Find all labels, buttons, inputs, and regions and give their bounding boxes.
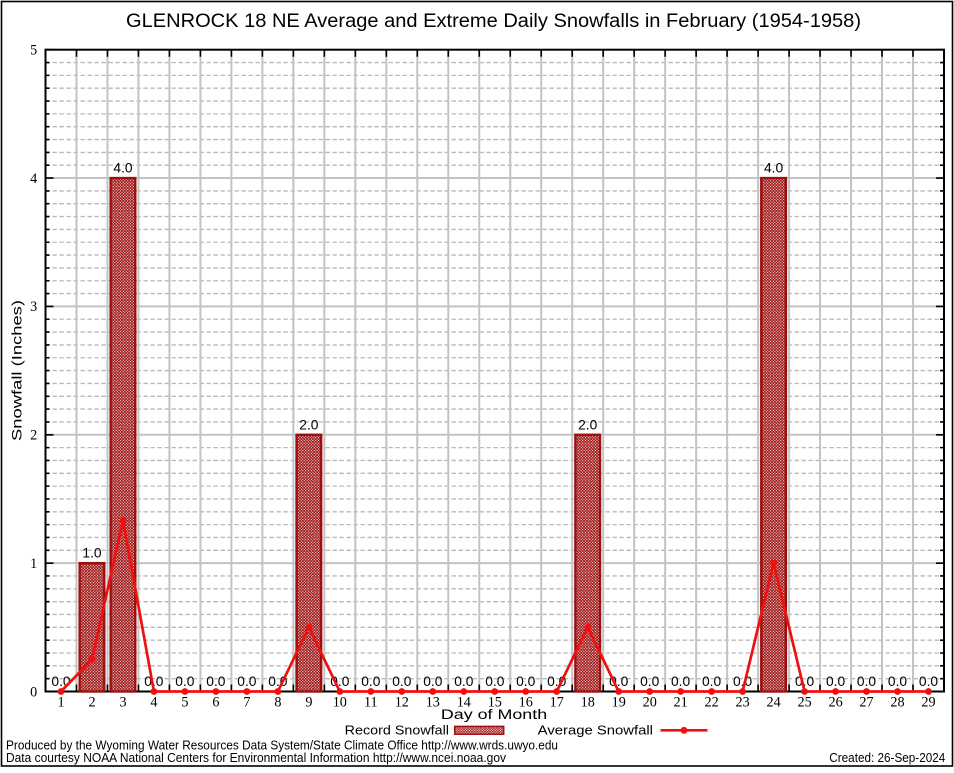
svg-text:0.0: 0.0 bbox=[919, 674, 939, 689]
svg-text:3: 3 bbox=[30, 299, 37, 315]
svg-text:28: 28 bbox=[890, 694, 904, 710]
svg-text:14: 14 bbox=[457, 694, 471, 710]
svg-text:6: 6 bbox=[212, 694, 219, 710]
svg-text:5: 5 bbox=[30, 43, 37, 59]
svg-text:9: 9 bbox=[305, 694, 312, 710]
svg-text:4.0: 4.0 bbox=[113, 161, 133, 176]
svg-text:0.0: 0.0 bbox=[888, 674, 908, 689]
svg-text:0.0: 0.0 bbox=[609, 674, 629, 689]
svg-text:26: 26 bbox=[829, 694, 843, 710]
svg-text:0.0: 0.0 bbox=[857, 674, 877, 689]
svg-text:0.0: 0.0 bbox=[330, 674, 350, 689]
svg-text:0.0: 0.0 bbox=[826, 674, 846, 689]
svg-text:0.0: 0.0 bbox=[640, 674, 660, 689]
svg-text:0.0: 0.0 bbox=[733, 674, 753, 689]
svg-text:Produced by the Wyoming Water: Produced by the Wyoming Water Resources … bbox=[6, 739, 558, 753]
svg-text:24: 24 bbox=[767, 694, 781, 710]
svg-text:15: 15 bbox=[488, 694, 502, 710]
svg-text:4: 4 bbox=[150, 694, 157, 710]
svg-text:0.0: 0.0 bbox=[237, 674, 257, 689]
svg-text:4.0: 4.0 bbox=[764, 161, 784, 176]
svg-text:3: 3 bbox=[119, 694, 126, 710]
svg-text:25: 25 bbox=[798, 694, 812, 710]
svg-text:0.0: 0.0 bbox=[702, 674, 722, 689]
svg-text:11: 11 bbox=[364, 694, 378, 710]
svg-text:22: 22 bbox=[705, 694, 719, 710]
svg-text:0.0: 0.0 bbox=[361, 674, 381, 689]
svg-text:0.0: 0.0 bbox=[144, 674, 164, 689]
svg-text:8: 8 bbox=[274, 694, 281, 710]
svg-text:0.0: 0.0 bbox=[547, 674, 567, 689]
svg-text:0.0: 0.0 bbox=[206, 674, 226, 689]
svg-text:23: 23 bbox=[736, 694, 750, 710]
svg-text:4: 4 bbox=[30, 171, 37, 187]
svg-text:16: 16 bbox=[519, 694, 533, 710]
svg-text:0: 0 bbox=[30, 684, 37, 700]
svg-text:0.0: 0.0 bbox=[795, 674, 815, 689]
svg-text:18: 18 bbox=[581, 694, 595, 710]
svg-text:Data courtesy NOAA National Ce: Data courtesy NOAA National Centers for … bbox=[6, 751, 507, 765]
svg-text:17: 17 bbox=[550, 694, 564, 710]
svg-text:0.0: 0.0 bbox=[175, 674, 195, 689]
svg-text:20: 20 bbox=[643, 694, 657, 710]
svg-text:2.0: 2.0 bbox=[578, 417, 598, 432]
svg-text:1: 1 bbox=[57, 694, 64, 710]
svg-text:Created: 26-Sep-2024: Created: 26-Sep-2024 bbox=[829, 751, 945, 765]
svg-text:2.0: 2.0 bbox=[299, 417, 319, 432]
svg-text:13: 13 bbox=[426, 694, 440, 710]
svg-text:1: 1 bbox=[30, 556, 37, 572]
svg-text:12: 12 bbox=[395, 694, 409, 710]
svg-text:0.0: 0.0 bbox=[454, 674, 474, 689]
svg-text:Average Snowfall: Average Snowfall bbox=[538, 723, 653, 738]
svg-text:0.0: 0.0 bbox=[485, 674, 505, 689]
svg-text:29: 29 bbox=[921, 694, 935, 710]
svg-text:0.0: 0.0 bbox=[392, 674, 412, 689]
svg-text:0.0: 0.0 bbox=[268, 674, 288, 689]
svg-text:0.0: 0.0 bbox=[516, 674, 536, 689]
svg-text:2: 2 bbox=[88, 694, 95, 710]
svg-text:0.0: 0.0 bbox=[423, 674, 443, 689]
svg-text:Day of Month: Day of Month bbox=[441, 707, 547, 722]
svg-text:2: 2 bbox=[30, 428, 37, 444]
svg-text:1.0: 1.0 bbox=[82, 546, 102, 561]
svg-text:19: 19 bbox=[612, 694, 626, 710]
svg-text:5: 5 bbox=[181, 694, 188, 710]
svg-text:10: 10 bbox=[333, 694, 347, 710]
svg-text:0.0: 0.0 bbox=[51, 674, 71, 689]
svg-text:GLENROCK 18 NE Average and Ext: GLENROCK 18 NE Average and Extreme Daily… bbox=[126, 11, 861, 32]
svg-text:Record Snowfall: Record Snowfall bbox=[345, 723, 449, 738]
svg-text:7: 7 bbox=[243, 694, 250, 710]
svg-text:Snowfall (Inches): Snowfall (Inches) bbox=[10, 300, 25, 441]
svg-text:27: 27 bbox=[859, 694, 873, 710]
svg-text:21: 21 bbox=[674, 694, 688, 710]
svg-text:0.0: 0.0 bbox=[671, 674, 691, 689]
